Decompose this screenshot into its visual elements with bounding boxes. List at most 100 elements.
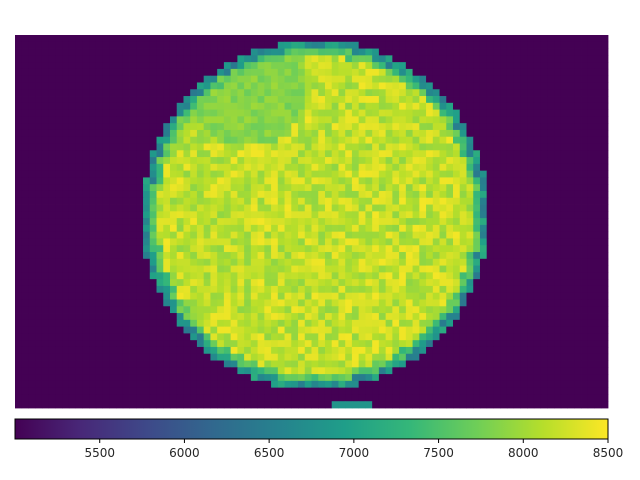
heatmap-cell xyxy=(304,143,312,151)
heatmap-cell xyxy=(405,353,413,361)
heatmap-cell xyxy=(109,353,117,361)
heatmap-cell xyxy=(412,75,420,83)
heatmap-cell xyxy=(15,96,23,104)
heatmap-cell xyxy=(95,89,103,97)
heatmap-cell xyxy=(432,136,440,144)
heatmap-cell xyxy=(446,204,454,212)
heatmap-cell xyxy=(122,374,130,382)
heatmap-cell xyxy=(291,346,299,355)
heatmap-cell xyxy=(486,177,494,185)
heatmap-cell xyxy=(338,238,346,246)
heatmap-cell xyxy=(567,75,575,83)
heatmap-cell xyxy=(439,394,447,402)
heatmap-cell xyxy=(486,102,494,110)
heatmap-cell xyxy=(365,218,373,226)
heatmap-cell xyxy=(345,123,353,131)
heatmap-cell xyxy=(520,170,528,178)
heatmap-cell xyxy=(527,204,535,212)
heatmap-cell xyxy=(318,211,326,219)
heatmap-cell xyxy=(183,374,191,382)
heatmap-cell xyxy=(271,272,279,280)
heatmap-cell xyxy=(453,211,461,219)
heatmap-cell xyxy=(351,279,360,287)
heatmap-cell xyxy=(102,319,110,328)
heatmap-cell xyxy=(520,89,528,97)
heatmap-cell xyxy=(237,170,245,178)
heatmap-cell xyxy=(41,387,50,395)
heatmap-cell xyxy=(136,306,144,314)
heatmap-cell xyxy=(89,360,97,368)
heatmap-cell xyxy=(163,218,171,226)
heatmap-cell xyxy=(244,279,252,287)
heatmap-cell xyxy=(28,319,36,328)
heatmap-cell xyxy=(560,177,568,185)
heatmap-cell xyxy=(163,68,171,77)
heatmap-cell xyxy=(527,62,535,70)
heatmap-cell xyxy=(55,394,63,402)
heatmap-cell xyxy=(318,89,326,97)
heatmap-cell xyxy=(560,129,568,138)
heatmap-cell xyxy=(95,245,103,253)
heatmap-cell xyxy=(500,299,508,307)
heatmap-cell xyxy=(190,279,198,287)
heatmap-cell xyxy=(55,224,63,233)
heatmap-cell xyxy=(257,374,265,382)
heatmap-cell xyxy=(372,116,380,124)
heatmap-cell xyxy=(432,109,440,117)
heatmap-cell xyxy=(338,41,346,49)
heatmap-cell xyxy=(385,82,393,90)
heatmap-cell xyxy=(298,306,306,314)
heatmap-cell xyxy=(109,136,117,144)
heatmap-cell xyxy=(601,224,609,233)
heatmap-cell xyxy=(365,75,373,83)
heatmap-cell xyxy=(298,150,306,158)
heatmap-cell xyxy=(48,62,56,70)
heatmap-cell xyxy=(102,55,110,63)
heatmap-cell xyxy=(271,35,279,43)
heatmap-cell xyxy=(210,224,218,233)
heatmap-cell xyxy=(203,123,211,131)
heatmap-cell xyxy=(338,313,346,321)
heatmap-cell xyxy=(176,109,184,117)
heatmap-cell xyxy=(223,313,232,321)
heatmap-cell xyxy=(196,299,205,307)
heatmap-cell xyxy=(345,299,353,307)
heatmap-cell xyxy=(513,238,521,246)
heatmap-cell xyxy=(298,258,306,266)
heatmap-cell xyxy=(587,313,595,321)
heatmap-cell xyxy=(358,279,366,287)
heatmap-cell xyxy=(48,197,56,205)
heatmap-cell xyxy=(351,184,360,192)
heatmap-cell xyxy=(493,129,501,138)
heatmap-cell xyxy=(244,102,252,110)
heatmap-cell xyxy=(506,306,515,314)
heatmap-cell xyxy=(439,224,447,233)
heatmap-cell xyxy=(196,123,205,131)
heatmap-cell xyxy=(365,224,373,233)
heatmap-cell xyxy=(560,123,568,131)
heatmap-cell xyxy=(506,238,515,246)
heatmap-cell xyxy=(594,190,602,199)
heatmap-cell xyxy=(62,292,70,300)
heatmap-cell xyxy=(55,68,63,77)
heatmap-cell xyxy=(372,89,380,97)
heatmap-cell xyxy=(446,96,454,104)
heatmap-cell xyxy=(513,89,521,97)
heatmap-cell xyxy=(223,340,232,348)
heatmap-cell xyxy=(48,157,56,165)
heatmap-cell xyxy=(35,129,43,138)
heatmap-cell xyxy=(466,346,474,355)
heatmap-cell xyxy=(318,360,326,368)
heatmap-cell xyxy=(324,272,333,280)
heatmap-cell xyxy=(533,353,542,361)
heatmap-cell xyxy=(271,116,279,124)
heatmap-cell xyxy=(547,89,555,97)
heatmap-cell xyxy=(136,258,144,266)
heatmap-cell xyxy=(554,177,562,185)
heatmap-cell xyxy=(324,123,333,131)
heatmap-cell xyxy=(223,367,232,375)
heatmap-cell xyxy=(304,190,312,199)
heatmap-cell xyxy=(500,48,508,56)
heatmap-cell xyxy=(75,346,83,355)
heatmap-cell xyxy=(271,279,279,287)
